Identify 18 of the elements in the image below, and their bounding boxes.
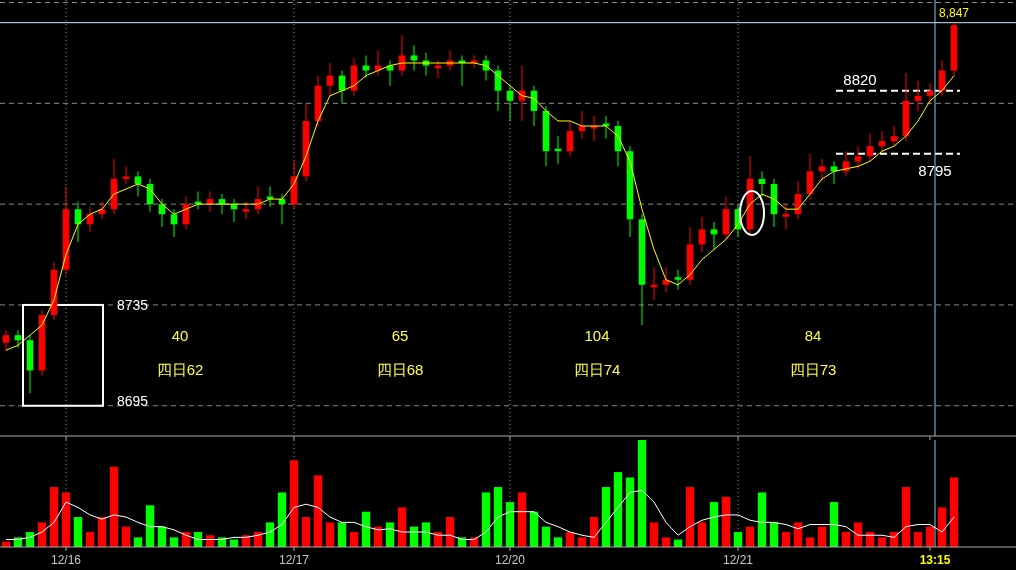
- ref-line-label: 8,847: [938, 5, 970, 20]
- x-tick-label: 12/17: [278, 553, 310, 567]
- annotation: 四日62: [156, 361, 204, 378]
- x-tick-label: 12/21: [722, 553, 754, 567]
- annotation: 8735: [117, 297, 149, 313]
- x-tick-label: 12/20: [494, 553, 526, 567]
- annotation: 四日73: [789, 361, 837, 378]
- annotation: 四日74: [573, 361, 621, 378]
- annotation: 40: [171, 327, 189, 344]
- annotation: 65: [391, 327, 409, 344]
- annotation: 104: [584, 327, 610, 344]
- annotation: 8695: [117, 393, 149, 409]
- annotation: 84: [804, 327, 822, 344]
- ref-line-label: 8820: [843, 70, 877, 88]
- annotation: 四日68: [376, 361, 424, 378]
- ref-line-label: 8795: [918, 161, 952, 179]
- x-tick-label: 12/16: [50, 553, 82, 567]
- x-tick-label: 13:15: [919, 553, 951, 567]
